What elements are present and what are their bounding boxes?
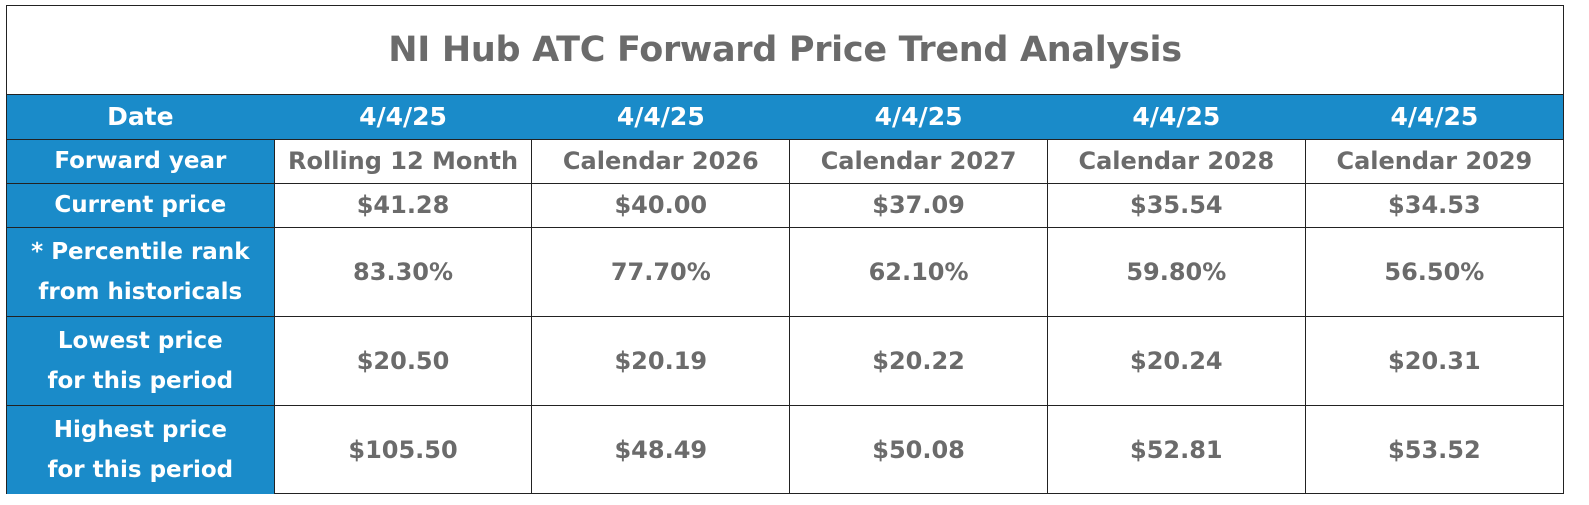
date-row: Date 4/4/25 4/4/25 4/4/25 4/4/25 4/4/25 (7, 95, 1563, 140)
date-cell: 4/4/25 (531, 95, 791, 140)
title-row: NI Hub ATC Forward Price Trend Analysis (7, 6, 1563, 95)
lowest-label-line2: for this period (47, 367, 234, 394)
lowest-price-cell: $20.31 (1304, 315, 1563, 406)
current-price-row: Current price $41.28 $40.00 $37.09 $35.5… (7, 182, 1563, 228)
current-price-cell: $34.53 (1304, 182, 1563, 228)
highest-price-cell: $105.50 (273, 404, 533, 494)
price-trend-table-frame: NI Hub ATC Forward Price Trend Analysis … (6, 5, 1564, 494)
percentile-label: * Percentile rank from historicals (7, 226, 275, 317)
percentile-cell: 83.30% (273, 226, 533, 317)
current-price-cell: $35.54 (1046, 182, 1306, 228)
lowest-price-cell: $20.24 (1046, 315, 1306, 406)
forward-year-cell: Calendar 2026 (531, 138, 791, 184)
lowest-price-cell: $20.22 (789, 315, 1048, 406)
percentile-cell: 56.50% (1304, 226, 1563, 317)
percentile-label-line1: * Percentile rank (31, 238, 250, 265)
highest-price-cell: $52.81 (1046, 404, 1306, 494)
current-price-cell: $37.09 (789, 182, 1048, 228)
percentile-label-line2: from historicals (38, 278, 243, 305)
highest-price-cell: $48.49 (531, 404, 791, 494)
current-price-label: Current price (7, 182, 275, 228)
lowest-price-cell: $20.19 (531, 315, 791, 406)
date-cell: 4/4/25 (1046, 95, 1306, 140)
highest-price-cell: $53.52 (1304, 404, 1563, 494)
percentile-cell: 77.70% (531, 226, 791, 317)
highest-price-label: Highest price for this period (7, 404, 275, 494)
forward-year-cell: Rolling 12 Month (273, 138, 533, 184)
date-cell: 4/4/25 (1304, 95, 1563, 140)
highest-price-row: Highest price for this period $105.50 $4… (7, 404, 1563, 494)
date-label: Date (7, 95, 275, 140)
date-cell: 4/4/25 (273, 95, 533, 140)
highest-label-line1: Highest price (53, 416, 227, 443)
forward-year-row: Forward year Rolling 12 Month Calendar 2… (7, 138, 1563, 184)
price-trend-table: Date 4/4/25 4/4/25 4/4/25 4/4/25 4/4/25 … (7, 95, 1563, 494)
forward-year-cell: Calendar 2029 (1304, 138, 1563, 184)
current-price-cell: $41.28 (273, 182, 533, 228)
forward-year-cell: Calendar 2027 (789, 138, 1048, 184)
lowest-label-line1: Lowest price (57, 327, 223, 354)
lowest-price-row: Lowest price for this period $20.50 $20.… (7, 315, 1563, 406)
forward-year-cell: Calendar 2028 (1046, 138, 1306, 184)
highest-label-line2: for this period (47, 456, 234, 483)
lowest-price-cell: $20.50 (273, 315, 533, 406)
lowest-price-label: Lowest price for this period (7, 315, 275, 406)
table-title: NI Hub ATC Forward Price Trend Analysis (388, 30, 1182, 70)
date-cell: 4/4/25 (789, 95, 1048, 140)
current-price-cell: $40.00 (531, 182, 791, 228)
percentile-cell: 62.10% (789, 226, 1048, 317)
percentile-row: * Percentile rank from historicals 83.30… (7, 226, 1563, 317)
percentile-cell: 59.80% (1046, 226, 1306, 317)
forward-year-label: Forward year (7, 138, 275, 184)
highest-price-cell: $50.08 (789, 404, 1048, 494)
